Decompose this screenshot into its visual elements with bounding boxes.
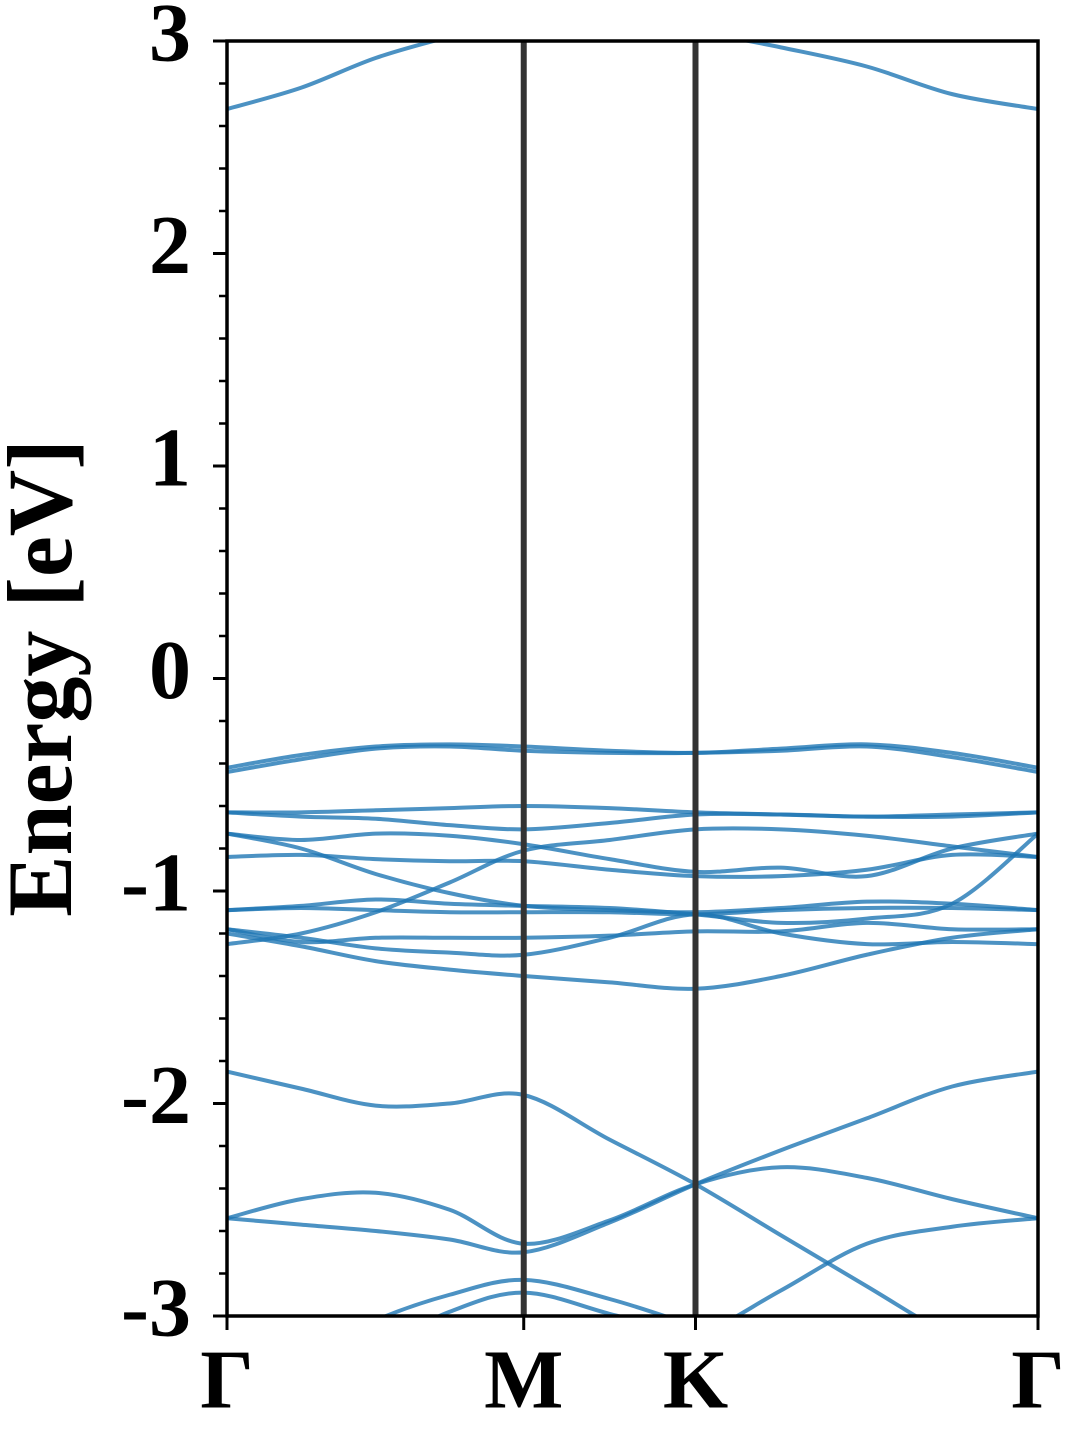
band-line bbox=[227, 905, 1038, 917]
band-line bbox=[227, 810, 1038, 832]
band-line bbox=[434, 1290, 627, 1316]
band-line bbox=[227, 832, 1038, 926]
band-line bbox=[227, 927, 1038, 991]
x-tick-label: Γ bbox=[1011, 1333, 1064, 1426]
y-tick-label: -2 bbox=[121, 1049, 191, 1142]
band-line bbox=[380, 1277, 671, 1316]
band-line bbox=[227, 852, 1038, 879]
band-line bbox=[227, 744, 1038, 774]
band-line bbox=[227, 1069, 1038, 1255]
x-tick-label: K bbox=[663, 1333, 728, 1426]
band-line bbox=[227, 41, 1038, 111]
y-tick-label: 0 bbox=[149, 624, 191, 717]
band-line bbox=[733, 1216, 1038, 1316]
band-line bbox=[227, 826, 1038, 947]
band-line bbox=[227, 831, 1038, 879]
y-tick-label: 2 bbox=[149, 199, 191, 292]
x-tick-label: Γ bbox=[200, 1333, 253, 1426]
band-line bbox=[227, 742, 1038, 770]
band-line bbox=[227, 912, 1038, 958]
y-tick-label: -1 bbox=[121, 836, 191, 929]
band-line bbox=[227, 1069, 920, 1316]
y-tick-label: 1 bbox=[149, 411, 191, 504]
x-tick-label: M bbox=[484, 1333, 563, 1426]
plot-frame bbox=[225, 39, 1040, 1318]
y-axis-label: Energy [eV] bbox=[0, 439, 91, 917]
y-tick-label: 3 bbox=[149, 0, 191, 79]
plot-area bbox=[227, 41, 1038, 1316]
y-tick-label: -3 bbox=[121, 1261, 191, 1354]
